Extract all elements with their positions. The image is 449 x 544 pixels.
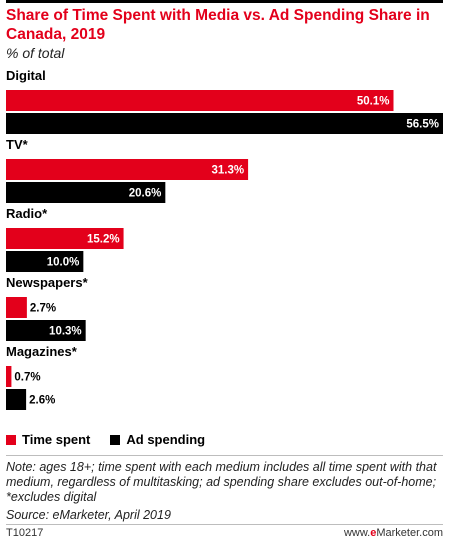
bar-time-spent-magazines [6, 366, 12, 387]
bar-time-spent-radio [6, 228, 124, 249]
chart-subtitle: % of total [6, 45, 65, 61]
data-label-time-spent-magazines: 0.7% [14, 372, 40, 384]
chart-source: Source: eMarketer, April 2019 [6, 508, 171, 522]
bar-time-spent-digital [6, 90, 394, 111]
data-label-time-spent-digital: 50.1% [357, 96, 390, 108]
legend-item-ad-spending: Ad spending [110, 432, 205, 447]
site-suffix: Marketer.com [376, 527, 443, 539]
category-label-digital: Digital [6, 68, 46, 83]
data-label-time-spent-tv: 31.3% [211, 165, 244, 177]
top-rule [6, 0, 443, 3]
category-label-tv: TV* [6, 137, 29, 152]
data-label-ad-spending-tv: 20.6% [129, 188, 162, 200]
site-link[interactable]: www.eMarketer.com [344, 527, 443, 539]
bar-ad-spending-digital [6, 113, 443, 134]
legend: Time spent Ad spending [6, 432, 225, 447]
category-label-newspapers: Newspapers* [6, 275, 89, 290]
legend-item-time-spent: Time spent [6, 432, 90, 447]
chart-title: Share of Time Spent with Media vs. Ad Sp… [6, 7, 430, 43]
category-label-magazines: Magazines* [6, 344, 78, 359]
site-prefix: www. [343, 527, 371, 539]
bar-ad-spending-tv [6, 182, 166, 203]
bar-ad-spending-newspapers [6, 320, 86, 341]
chart-id: T10217 [6, 527, 44, 539]
bar-ad-spending-magazines [6, 389, 27, 410]
divider-top [6, 455, 443, 456]
bar-time-spent-newspapers [6, 297, 27, 318]
site-brand: e [370, 527, 377, 539]
data-label-ad-spending-digital: 56.5% [406, 119, 439, 131]
legend-swatch-ad-spending [110, 434, 121, 445]
data-label-time-spent-newspapers: 2.7% [30, 303, 56, 315]
data-label-ad-spending-magazines: 2.6% [29, 395, 55, 407]
bar-ad-spending-radio [6, 251, 84, 272]
legend-label-ad-spending: Ad spending [126, 432, 206, 447]
data-label-ad-spending-newspapers: 10.3% [49, 326, 82, 338]
data-label-time-spent-radio: 15.2% [87, 234, 120, 246]
data-label-ad-spending-radio: 10.0% [47, 257, 80, 269]
bar-time-spent-tv [6, 159, 249, 180]
category-label-radio: Radio* [6, 206, 48, 221]
legend-label-time-spent: Time spent [22, 432, 91, 447]
chart-note: Note: ages 18+; time spent with each med… [6, 460, 437, 504]
bar-chart: Digital 50.1% 56.5% TV* 31.3% 20.6% Radio* 15.2… [6, 68, 443, 410]
legend-swatch-time-spent [6, 434, 16, 445]
divider-bottom [6, 524, 443, 525]
